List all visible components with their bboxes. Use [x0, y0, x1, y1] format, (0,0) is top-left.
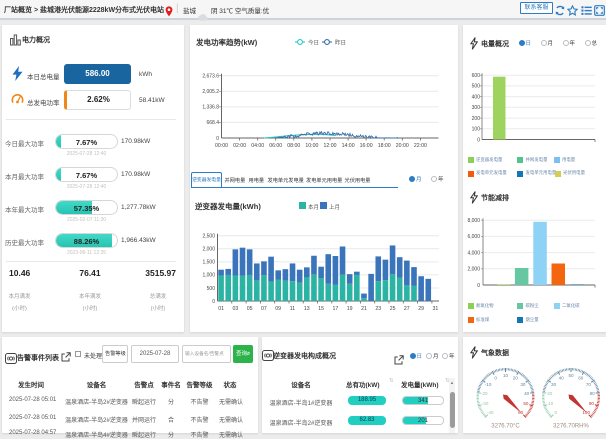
- svg-text:30: 30: [551, 382, 557, 387]
- svg-text:500: 500: [207, 286, 216, 292]
- svg-text:600: 600: [472, 73, 481, 79]
- svg-text:70: 70: [586, 382, 592, 387]
- svg-text:15: 15: [318, 306, 324, 312]
- svg-text:-30: -30: [482, 401, 489, 406]
- svg-text:30: 30: [520, 382, 526, 387]
- svg-text:0: 0: [555, 410, 558, 415]
- svg-text:0: 0: [212, 299, 215, 305]
- svg-text:08:00: 08:00: [287, 143, 300, 149]
- svg-text:29: 29: [418, 306, 424, 312]
- svg-text:09: 09: [275, 306, 281, 312]
- svg-text:21: 21: [361, 306, 367, 312]
- svg-text:04:00: 04:00: [251, 143, 264, 149]
- svg-text:2,000: 2,000: [467, 267, 480, 273]
- svg-text:07: 07: [261, 306, 267, 312]
- svg-text:80: 80: [590, 391, 596, 396]
- svg-text:16:00: 16:00: [360, 143, 373, 149]
- svg-text:200: 200: [472, 116, 481, 122]
- svg-text:00:00: 00:00: [215, 143, 228, 149]
- svg-text:668.4: 668.4: [206, 120, 219, 126]
- svg-text:-20: -20: [481, 391, 488, 396]
- svg-text:0: 0: [494, 375, 497, 380]
- svg-text:10:00: 10:00: [305, 143, 318, 149]
- svg-text:06:00: 06:00: [269, 143, 282, 149]
- svg-text:500: 500: [472, 84, 481, 90]
- svg-text:6,000: 6,000: [467, 234, 480, 240]
- svg-text:19: 19: [347, 306, 353, 312]
- svg-text:2,000: 2,000: [202, 247, 215, 253]
- svg-text:-10: -10: [485, 382, 492, 387]
- svg-text:100: 100: [472, 127, 481, 133]
- svg-text:20:00: 20:00: [396, 143, 409, 149]
- svg-text:11: 11: [290, 306, 295, 312]
- svg-text:10: 10: [503, 373, 509, 378]
- svg-text:14:00: 14:00: [342, 143, 355, 149]
- svg-text:50: 50: [523, 401, 529, 406]
- svg-text:23: 23: [375, 306, 381, 312]
- svg-text:0: 0: [216, 136, 219, 142]
- svg-text:27: 27: [404, 306, 410, 312]
- svg-text:1,336.8: 1,336.8: [202, 105, 219, 111]
- svg-text:2,673.6: 2,673.6: [202, 74, 219, 80]
- svg-text:300: 300: [472, 105, 481, 111]
- svg-text:4,000: 4,000: [467, 250, 480, 256]
- svg-text:12:00: 12:00: [324, 143, 337, 149]
- svg-text:40: 40: [524, 391, 530, 396]
- svg-text:18:00: 18:00: [378, 143, 391, 149]
- svg-text:1,000: 1,000: [202, 273, 215, 279]
- svg-text:2,500: 2,500: [202, 234, 215, 240]
- svg-text:25: 25: [390, 306, 396, 312]
- svg-text:0: 0: [477, 283, 480, 289]
- svg-text:22:00: 22:00: [414, 143, 427, 149]
- svg-text:50: 50: [568, 373, 574, 378]
- svg-text:10: 10: [548, 401, 554, 406]
- svg-text:60: 60: [578, 375, 584, 380]
- svg-text:3276.70°C: 3276.70°C: [491, 424, 520, 430]
- svg-text:1,500: 1,500: [202, 260, 215, 266]
- svg-text:05: 05: [247, 306, 253, 312]
- svg-text:2,005.2: 2,005.2: [202, 89, 219, 95]
- svg-text:90: 90: [589, 401, 595, 406]
- svg-text:13: 13: [304, 306, 310, 312]
- svg-text:01: 01: [218, 306, 224, 312]
- svg-text:17: 17: [333, 306, 339, 312]
- svg-text:400: 400: [472, 94, 481, 100]
- svg-text:8,000: 8,000: [467, 218, 480, 224]
- svg-text:31: 31: [433, 306, 439, 312]
- svg-text:3276.70RH%: 3276.70RH%: [553, 424, 589, 430]
- svg-text:-40: -40: [487, 410, 494, 415]
- svg-text:40: 40: [559, 375, 565, 380]
- svg-text:20: 20: [547, 391, 553, 396]
- svg-text:0: 0: [477, 137, 480, 143]
- svg-text:20: 20: [513, 375, 519, 380]
- svg-text:03: 03: [233, 306, 239, 312]
- svg-text:02:00: 02:00: [233, 143, 246, 149]
